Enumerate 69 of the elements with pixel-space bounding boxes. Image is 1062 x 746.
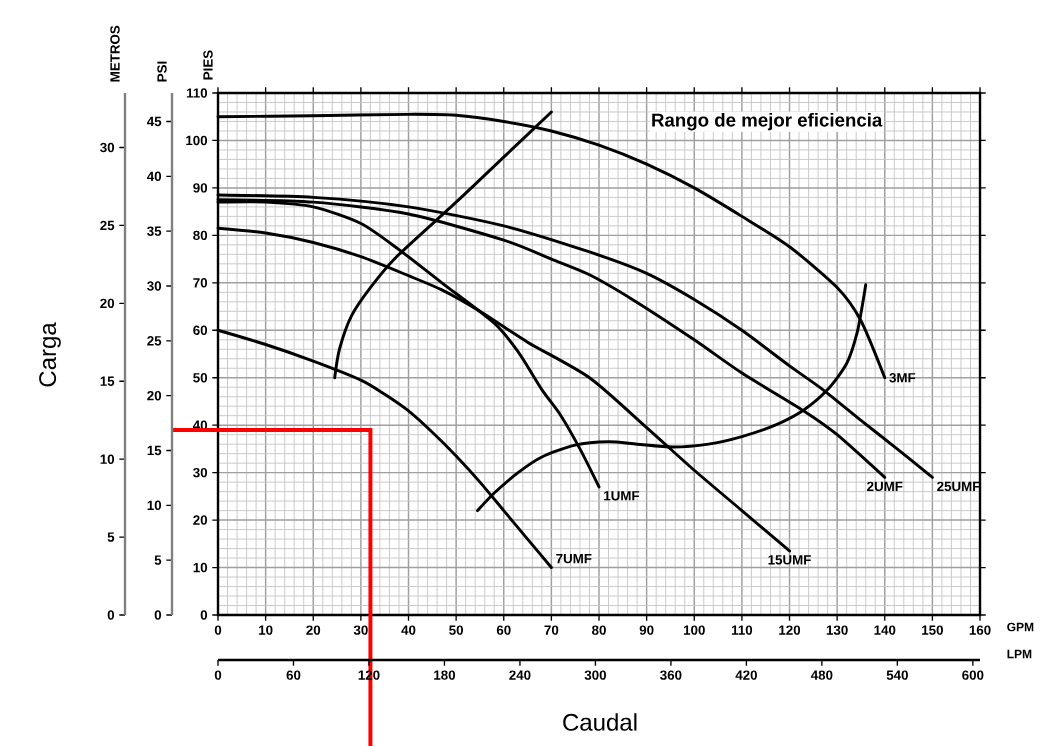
x-tick-label: 100 xyxy=(683,625,705,635)
legend-label: 25UMF xyxy=(937,481,980,492)
x2-tick-label: 360 xyxy=(660,670,682,680)
x-tick-label: 130 xyxy=(826,625,848,635)
x2-tick-label: 480 xyxy=(810,670,833,680)
y2-tick-label: 35 xyxy=(147,226,162,236)
x2-axis-title: LPM xyxy=(1007,649,1032,659)
series-label: 7UMF xyxy=(556,553,592,564)
y2-tick-label: 30 xyxy=(147,281,162,291)
y2-tick-label: 15 xyxy=(147,445,162,456)
x-tick-label: 110 xyxy=(731,625,753,635)
x2-tick-label: 60 xyxy=(286,670,301,680)
y3-tick-label: 10 xyxy=(100,454,115,464)
series-label: 3MF xyxy=(889,373,916,383)
x2-tick-label: 420 xyxy=(735,670,757,680)
x-tick-label: 0 xyxy=(214,625,222,635)
y-tick-label: 30 xyxy=(193,467,208,478)
x2-tick-label: 300 xyxy=(584,670,606,680)
x-tick-label: 150 xyxy=(922,625,943,635)
text: Carga xyxy=(39,322,61,387)
x2-tick-label: 240 xyxy=(509,670,531,680)
x-tick-label: 20 xyxy=(306,625,321,635)
x2-tick-label: 600 xyxy=(962,670,984,680)
x2-tick-label: 180 xyxy=(434,670,456,680)
x-tick-label: 140 xyxy=(874,625,896,635)
y-tick-label: 90 xyxy=(193,183,208,193)
y3-axis-title: METROS xyxy=(110,25,120,82)
y3-tick-label: 30 xyxy=(100,142,115,153)
y2-tick-label: 5 xyxy=(154,555,162,565)
x-axis-title: GPM xyxy=(1007,622,1034,632)
x2-tick-label: 0 xyxy=(214,670,222,680)
x2-tick-label: 540 xyxy=(886,670,908,680)
y-tick-label: 20 xyxy=(193,515,208,525)
x-tick-label: 80 xyxy=(592,625,606,635)
y2-tick-label: 10 xyxy=(147,500,162,511)
y3-tick-label: 0 xyxy=(107,610,115,620)
x-tick-label: 90 xyxy=(639,625,654,635)
y2-axis-title: PSI xyxy=(157,61,167,82)
y-tick-label: 10 xyxy=(193,562,208,573)
y3-tick-label: 20 xyxy=(100,298,115,309)
y2-tick-label: 20 xyxy=(147,390,162,401)
series-label: 2UMF xyxy=(867,481,903,492)
y3-tick-label: 25 xyxy=(100,220,115,231)
x-tick-label: 120 xyxy=(779,625,801,635)
annotation: Rango de mejor eficiencia xyxy=(652,112,883,131)
y-tick-label: 110 xyxy=(186,88,208,98)
text: Caudal xyxy=(563,713,637,731)
y-tick-label: 100 xyxy=(186,135,208,146)
y-tick-label: 50 xyxy=(193,373,208,383)
y2-tick-label: 45 xyxy=(146,116,162,127)
y-axis-title: PIES xyxy=(203,50,213,80)
y-tick-label: 0 xyxy=(200,610,208,620)
x-tick-label: 160 xyxy=(969,625,991,635)
x-tick-label: 60 xyxy=(496,625,511,635)
y-tick-label: 70 xyxy=(193,278,208,288)
x-tick-label: 10 xyxy=(259,625,273,635)
x-tick-label: 50 xyxy=(449,625,464,635)
y-tick-label: 80 xyxy=(193,230,208,241)
series-label: 15UMF xyxy=(768,555,811,565)
y2-tick-label: 25 xyxy=(147,336,162,346)
y-tick-label: 60 xyxy=(193,325,208,335)
series-label: 1UMF xyxy=(604,491,640,501)
x-tick-label: 70 xyxy=(544,625,559,635)
y2-tick-label: 40 xyxy=(146,171,162,182)
y3-tick-label: 5 xyxy=(107,532,115,542)
x-tick-label: 40 xyxy=(401,625,416,635)
y2-tick-label: 0 xyxy=(154,610,162,620)
x-tick-label: 30 xyxy=(353,625,368,635)
y3-tick-label: 15 xyxy=(100,376,115,386)
